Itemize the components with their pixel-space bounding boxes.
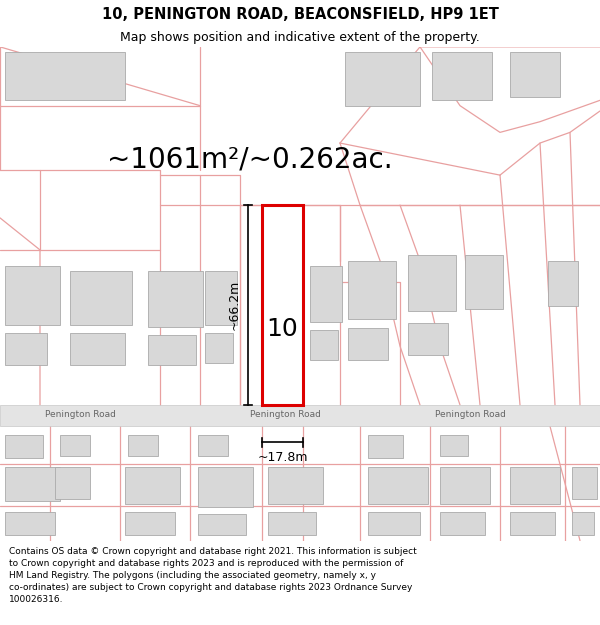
Bar: [268, 373, 296, 396]
Bar: [548, 261, 578, 306]
Text: Penington Road: Penington Road: [250, 410, 320, 419]
Bar: [55, 467, 90, 499]
Bar: [368, 435, 403, 458]
Bar: [128, 435, 158, 456]
Text: Penington Road: Penington Road: [44, 410, 115, 419]
Bar: [60, 435, 90, 456]
Bar: [5, 333, 47, 366]
Bar: [70, 333, 125, 366]
Bar: [465, 255, 503, 309]
Bar: [572, 512, 594, 535]
Bar: [5, 467, 60, 501]
Bar: [70, 271, 132, 325]
Bar: [432, 52, 492, 100]
Bar: [510, 512, 555, 535]
Bar: [5, 266, 60, 325]
Text: 10, PENINGTON ROAD, BEACONSFIELD, HP9 1ET: 10, PENINGTON ROAD, BEACONSFIELD, HP9 1E…: [101, 6, 499, 21]
Text: ~66.2m: ~66.2m: [227, 280, 241, 330]
Text: Contains OS data © Crown copyright and database right 2021. This information is : Contains OS data © Crown copyright and d…: [9, 548, 417, 604]
Bar: [198, 467, 253, 508]
Text: 10: 10: [266, 317, 298, 341]
Bar: [5, 435, 43, 458]
Bar: [125, 512, 175, 535]
Bar: [125, 467, 180, 504]
Bar: [510, 52, 560, 97]
Text: Penington Road: Penington Road: [434, 410, 505, 419]
Bar: [0, 405, 600, 426]
Bar: [440, 467, 490, 504]
Bar: [440, 435, 468, 456]
Bar: [198, 514, 246, 535]
Bar: [368, 512, 420, 535]
Bar: [572, 467, 597, 499]
Bar: [310, 266, 342, 321]
Bar: [148, 271, 203, 327]
Bar: [310, 330, 338, 360]
Bar: [510, 467, 560, 504]
Bar: [205, 333, 233, 363]
Bar: [408, 255, 456, 311]
Bar: [205, 271, 237, 325]
Bar: [440, 512, 485, 535]
Bar: [198, 435, 228, 456]
Bar: [345, 52, 420, 106]
Bar: [368, 467, 428, 504]
Bar: [408, 322, 448, 354]
Bar: [262, 205, 303, 405]
Bar: [5, 512, 55, 535]
Bar: [148, 336, 196, 366]
Bar: [268, 467, 323, 504]
Bar: [348, 261, 396, 319]
Text: Map shows position and indicative extent of the property.: Map shows position and indicative extent…: [120, 31, 480, 44]
Bar: [348, 328, 388, 360]
Bar: [268, 512, 316, 535]
Bar: [5, 52, 125, 100]
Text: ~1061m²/~0.262ac.: ~1061m²/~0.262ac.: [107, 145, 393, 173]
Text: ~17.8m: ~17.8m: [257, 451, 308, 464]
